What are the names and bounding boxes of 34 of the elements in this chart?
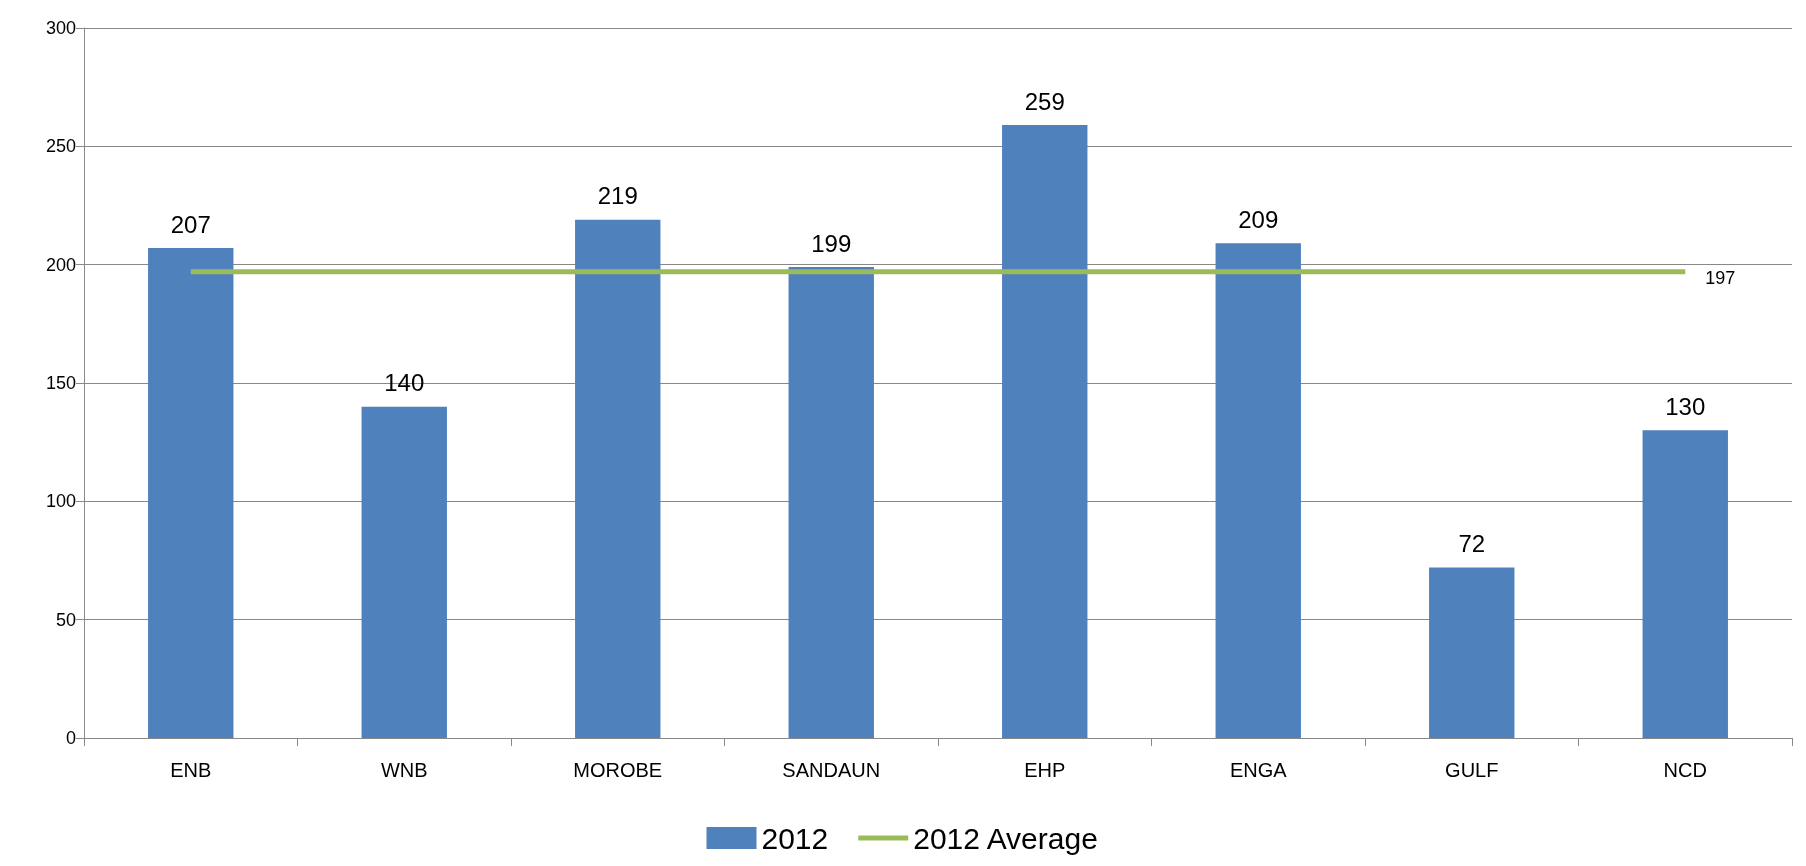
bar — [148, 248, 234, 738]
legend-label: 2012 — [761, 821, 829, 855]
y-tick-label: 150 — [45, 373, 76, 393]
bar — [1429, 567, 1515, 738]
legend-label: 2012 Average — [913, 821, 1098, 855]
x-tick-label: NCD — [1663, 759, 1707, 781]
y-tick-label: 0 — [65, 728, 76, 748]
data-label: 199 — [811, 229, 852, 257]
x-tick-label: SANDAUN — [782, 759, 881, 781]
bar — [788, 267, 874, 738]
data-label: 259 — [1024, 87, 1065, 115]
data-label: 130 — [1665, 392, 1706, 420]
y-tick-label: 250 — [45, 136, 76, 157]
y-tick-label: 200 — [45, 254, 76, 275]
bar — [1002, 125, 1088, 738]
bar — [1642, 430, 1728, 738]
x-tick-label: GULF — [1445, 759, 1499, 781]
y-tick-label: 50 — [55, 609, 76, 630]
y-tick-label: 300 — [45, 18, 76, 38]
x-tick-label: WNB — [380, 759, 428, 781]
x-tick-label: MOROBE — [573, 759, 663, 781]
data-label: 207 — [170, 210, 211, 238]
data-label: 197 — [1705, 267, 1736, 288]
x-tick-label: EHP — [1024, 759, 1066, 781]
data-label: 140 — [384, 369, 425, 397]
bar — [1215, 243, 1301, 738]
x-tick-label: ENB — [170, 759, 212, 781]
bar — [361, 406, 447, 738]
y-tick-label: 100 — [45, 491, 76, 512]
data-label: 219 — [597, 182, 638, 210]
data-label: 72 — [1458, 530, 1486, 558]
x-tick-label: ENGA — [1229, 759, 1288, 781]
bar — [575, 219, 661, 738]
data-label: 209 — [1238, 205, 1279, 233]
